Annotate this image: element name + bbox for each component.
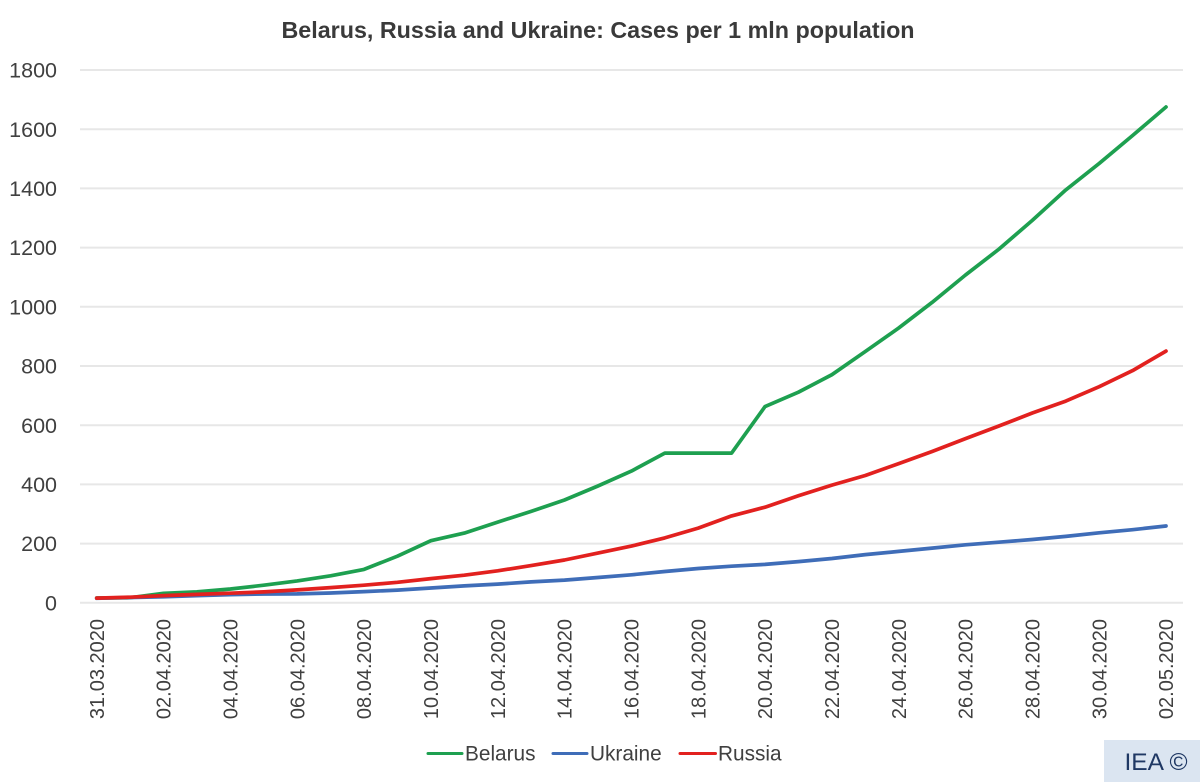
svg-text:Ukraine: Ukraine — [590, 743, 662, 766]
svg-text:Belarus: Belarus — [465, 743, 536, 766]
svg-text:200: 200 — [21, 532, 57, 556]
svg-text:800: 800 — [21, 355, 57, 379]
svg-text:28.04.2020: 28.04.2020 — [1023, 619, 1045, 719]
svg-text:IEA ©: IEA © — [1125, 749, 1188, 776]
svg-text:22.04.2020: 22.04.2020 — [822, 619, 844, 719]
svg-text:1200: 1200 — [9, 236, 57, 260]
svg-text:1600: 1600 — [9, 118, 57, 142]
svg-text:31.03.2020: 31.03.2020 — [87, 619, 109, 719]
svg-text:400: 400 — [21, 473, 57, 497]
svg-text:02.05.2020: 02.05.2020 — [1156, 619, 1178, 719]
svg-text:12.04.2020: 12.04.2020 — [488, 619, 510, 719]
svg-text:06.04.2020: 06.04.2020 — [287, 619, 309, 719]
svg-text:30.04.2020: 30.04.2020 — [1089, 619, 1111, 719]
svg-text:0: 0 — [45, 591, 57, 615]
svg-text:26.04.2020: 26.04.2020 — [956, 619, 978, 719]
svg-text:16.04.2020: 16.04.2020 — [622, 619, 644, 719]
svg-text:10.04.2020: 10.04.2020 — [421, 619, 443, 719]
svg-text:1800: 1800 — [9, 59, 57, 83]
svg-text:Belarus, Russia and Ukraine: C: Belarus, Russia and Ukraine: Cases per 1… — [281, 17, 914, 43]
svg-text:600: 600 — [21, 414, 57, 438]
svg-text:Russia: Russia — [718, 743, 782, 766]
svg-text:24.04.2020: 24.04.2020 — [889, 619, 911, 719]
svg-text:14.04.2020: 14.04.2020 — [555, 619, 577, 719]
svg-text:1000: 1000 — [9, 295, 57, 319]
svg-text:18.04.2020: 18.04.2020 — [688, 619, 710, 719]
svg-text:02.04.2020: 02.04.2020 — [154, 619, 176, 719]
svg-text:20.04.2020: 20.04.2020 — [755, 619, 777, 719]
svg-text:04.04.2020: 04.04.2020 — [221, 619, 243, 719]
svg-text:1400: 1400 — [9, 177, 57, 201]
svg-text:08.04.2020: 08.04.2020 — [354, 619, 376, 719]
